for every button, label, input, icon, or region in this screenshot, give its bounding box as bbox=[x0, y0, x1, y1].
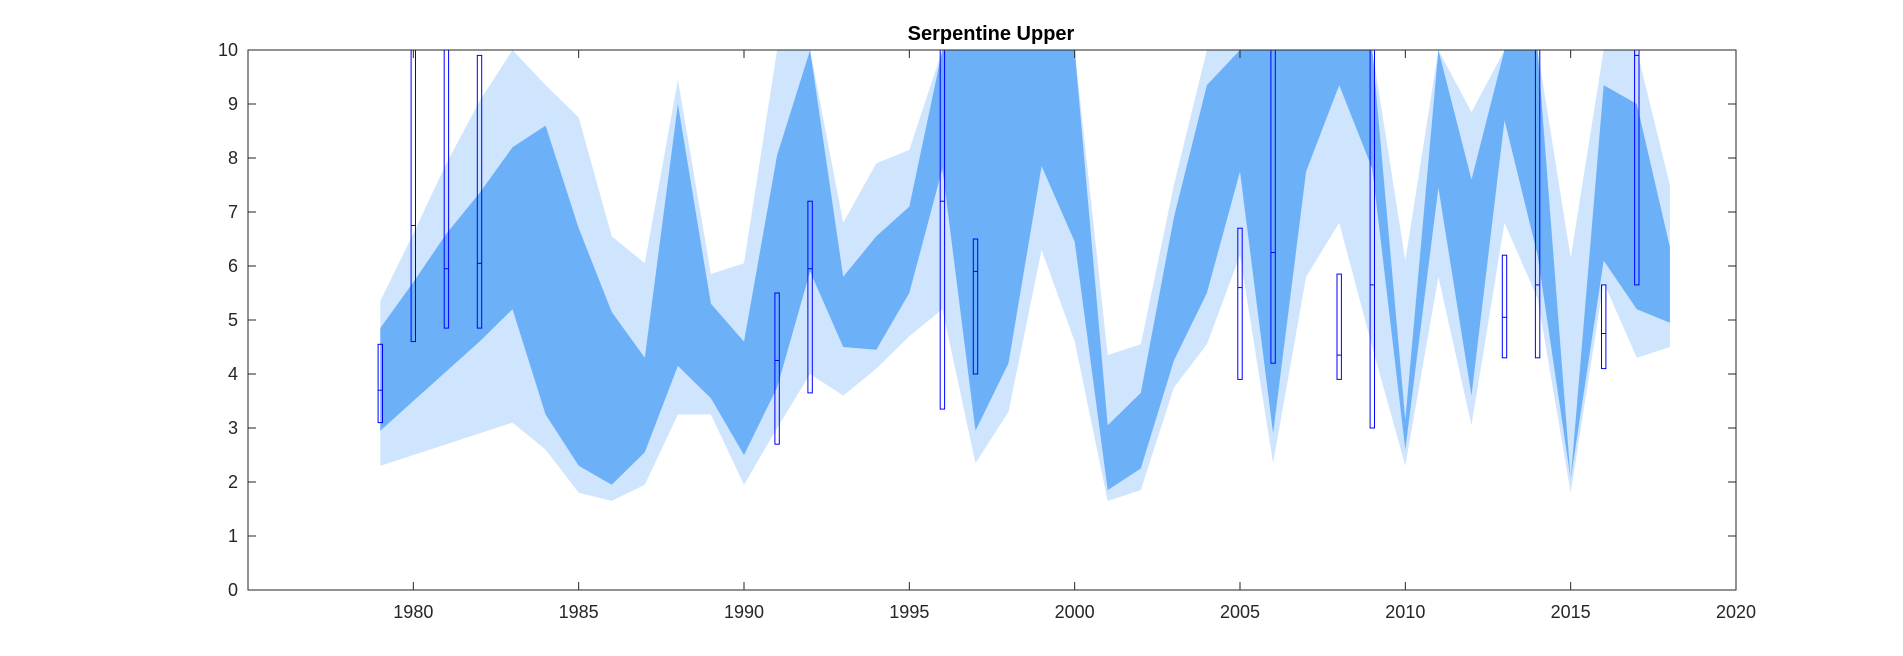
x-tick-label: 2010 bbox=[1385, 602, 1425, 622]
box-1979 bbox=[377, 343, 384, 424]
box-rect bbox=[1501, 254, 1508, 359]
box-rect bbox=[377, 343, 384, 424]
y-tick-label: 7 bbox=[228, 202, 238, 222]
box-rect bbox=[774, 292, 780, 445]
box-1992 bbox=[807, 200, 813, 394]
box-1997 bbox=[972, 238, 979, 375]
box-rect bbox=[1336, 273, 1342, 380]
x-tick-label: 2000 bbox=[1055, 602, 1095, 622]
box-2008 bbox=[1336, 273, 1342, 380]
y-tick-label: 9 bbox=[228, 94, 238, 114]
y-tick-label: 8 bbox=[228, 148, 238, 168]
y-tick-label: 2 bbox=[228, 472, 238, 492]
box-rect bbox=[1601, 284, 1607, 370]
bands-layer bbox=[380, 50, 1670, 501]
y-tick-label: 3 bbox=[228, 418, 238, 438]
box-rect bbox=[807, 200, 813, 394]
box-2013 bbox=[1501, 254, 1508, 359]
box-2005 bbox=[1237, 227, 1243, 380]
x-tick-label: 1990 bbox=[724, 602, 764, 622]
x-tick-label: 2020 bbox=[1716, 602, 1756, 622]
box-1991 bbox=[774, 292, 780, 445]
x-tick-label: 2005 bbox=[1220, 602, 1260, 622]
y-tick-label: 0 bbox=[228, 580, 238, 600]
inner-band bbox=[380, 50, 1670, 491]
box-rect bbox=[1237, 227, 1243, 380]
chart-title: Serpentine Upper bbox=[908, 23, 1075, 45]
box-rect bbox=[972, 238, 979, 375]
x-tick-label: 1980 bbox=[393, 602, 433, 622]
y-tick-label: 4 bbox=[228, 364, 238, 384]
y-tick-label: 5 bbox=[228, 310, 238, 330]
y-axis: 0 1 2 3 4 5 6 7 8 9 10 bbox=[218, 40, 1736, 600]
box-1982 bbox=[476, 54, 483, 329]
box-rect bbox=[476, 54, 483, 329]
y-tick-label: 1 bbox=[228, 526, 238, 546]
y-tick-label: 6 bbox=[228, 256, 238, 276]
x-tick-label: 1995 bbox=[889, 602, 929, 622]
box-2016 bbox=[1601, 284, 1607, 370]
x-tick-label: 2015 bbox=[1551, 602, 1591, 622]
y-tick-label: 10 bbox=[218, 40, 238, 60]
x-axis: 1980 1985 1990 1995 2000 2005 2010 2015 2020 bbox=[393, 50, 1756, 622]
x-tick-label: 1985 bbox=[559, 602, 599, 622]
